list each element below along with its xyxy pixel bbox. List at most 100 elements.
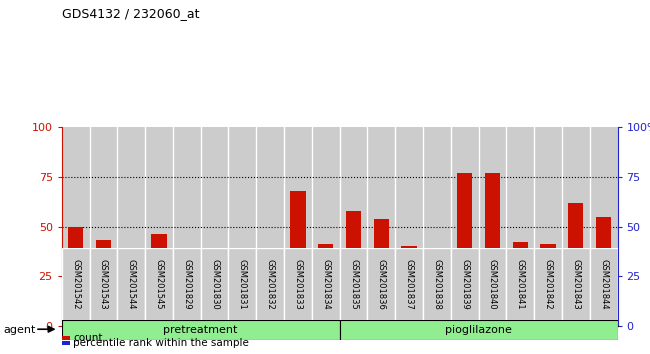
- Bar: [207, 287, 222, 293]
- Bar: [346, 211, 361, 326]
- Bar: [451, 127, 478, 326]
- Text: GSM201835: GSM201835: [349, 259, 358, 310]
- Bar: [173, 127, 201, 326]
- Bar: [485, 173, 500, 326]
- Bar: [284, 127, 312, 326]
- Bar: [540, 244, 556, 326]
- Bar: [318, 244, 333, 326]
- Bar: [284, 248, 312, 326]
- Bar: [291, 271, 306, 277]
- Bar: [457, 263, 473, 269]
- Bar: [506, 248, 534, 326]
- Bar: [312, 248, 340, 326]
- Bar: [568, 273, 584, 279]
- Bar: [429, 260, 445, 326]
- Bar: [229, 127, 256, 326]
- Bar: [179, 262, 194, 326]
- Bar: [339, 248, 367, 326]
- Bar: [596, 217, 611, 326]
- Bar: [62, 127, 90, 326]
- Bar: [201, 127, 229, 326]
- Bar: [62, 320, 339, 340]
- Text: GSM201831: GSM201831: [238, 259, 247, 310]
- Bar: [429, 263, 445, 269]
- Bar: [374, 219, 389, 326]
- Bar: [151, 283, 166, 289]
- Bar: [513, 242, 528, 326]
- Bar: [402, 246, 417, 326]
- Text: percentile rank within the sample: percentile rank within the sample: [73, 338, 250, 348]
- Text: GSM201837: GSM201837: [404, 259, 413, 310]
- Bar: [367, 127, 395, 326]
- Bar: [96, 240, 111, 326]
- Text: GSM201843: GSM201843: [571, 259, 580, 310]
- Bar: [207, 250, 222, 326]
- Bar: [457, 173, 473, 326]
- Bar: [263, 278, 278, 326]
- Bar: [151, 234, 166, 326]
- Text: GSM201832: GSM201832: [266, 259, 275, 310]
- Text: count: count: [73, 333, 103, 343]
- Bar: [291, 191, 306, 326]
- Bar: [534, 248, 562, 326]
- Bar: [513, 277, 528, 283]
- Bar: [235, 287, 250, 293]
- Text: GSM201844: GSM201844: [599, 259, 608, 310]
- Bar: [68, 227, 83, 326]
- Bar: [96, 281, 111, 287]
- Bar: [90, 248, 117, 326]
- Bar: [590, 248, 618, 326]
- Text: pioglilazone: pioglilazone: [445, 325, 512, 335]
- Text: pretreatment: pretreatment: [164, 325, 238, 335]
- Bar: [339, 320, 618, 340]
- Bar: [256, 248, 284, 326]
- Bar: [367, 248, 395, 326]
- Text: GSM201545: GSM201545: [155, 259, 164, 310]
- Bar: [534, 127, 562, 326]
- Bar: [562, 127, 590, 326]
- Text: GSM201543: GSM201543: [99, 259, 108, 310]
- Bar: [346, 271, 361, 277]
- Text: GSM201833: GSM201833: [293, 259, 302, 310]
- Text: GSM201842: GSM201842: [543, 259, 552, 310]
- Bar: [506, 127, 534, 326]
- Text: GSM201829: GSM201829: [182, 259, 191, 310]
- Bar: [478, 127, 506, 326]
- Bar: [596, 273, 611, 279]
- Bar: [562, 248, 590, 326]
- Bar: [117, 248, 145, 326]
- Text: GSM201830: GSM201830: [210, 259, 219, 310]
- Bar: [62, 248, 90, 326]
- Bar: [229, 248, 256, 326]
- Text: GDS4132 / 232060_at: GDS4132 / 232060_at: [62, 7, 200, 20]
- Bar: [235, 256, 250, 326]
- Bar: [374, 275, 389, 281]
- Bar: [318, 279, 333, 285]
- Bar: [117, 127, 145, 326]
- Bar: [179, 289, 194, 295]
- Bar: [124, 287, 139, 293]
- Bar: [451, 248, 478, 326]
- Text: GSM201836: GSM201836: [377, 259, 386, 310]
- Bar: [90, 127, 117, 326]
- Text: GSM201841: GSM201841: [515, 259, 525, 310]
- Bar: [568, 203, 584, 326]
- Bar: [145, 248, 173, 326]
- Bar: [124, 260, 139, 326]
- Bar: [590, 127, 618, 326]
- Text: GSM201542: GSM201542: [71, 259, 80, 310]
- Bar: [173, 248, 201, 326]
- Bar: [395, 127, 423, 326]
- Bar: [263, 299, 278, 305]
- Text: agent: agent: [3, 325, 36, 335]
- Bar: [423, 127, 451, 326]
- Bar: [201, 248, 229, 326]
- Text: GSM201839: GSM201839: [460, 259, 469, 310]
- Text: GSM201838: GSM201838: [432, 259, 441, 310]
- Bar: [68, 277, 83, 283]
- Bar: [256, 127, 284, 326]
- Text: GSM201544: GSM201544: [127, 259, 136, 310]
- Bar: [402, 281, 417, 287]
- Text: GSM201840: GSM201840: [488, 259, 497, 310]
- Text: GSM201834: GSM201834: [321, 259, 330, 310]
